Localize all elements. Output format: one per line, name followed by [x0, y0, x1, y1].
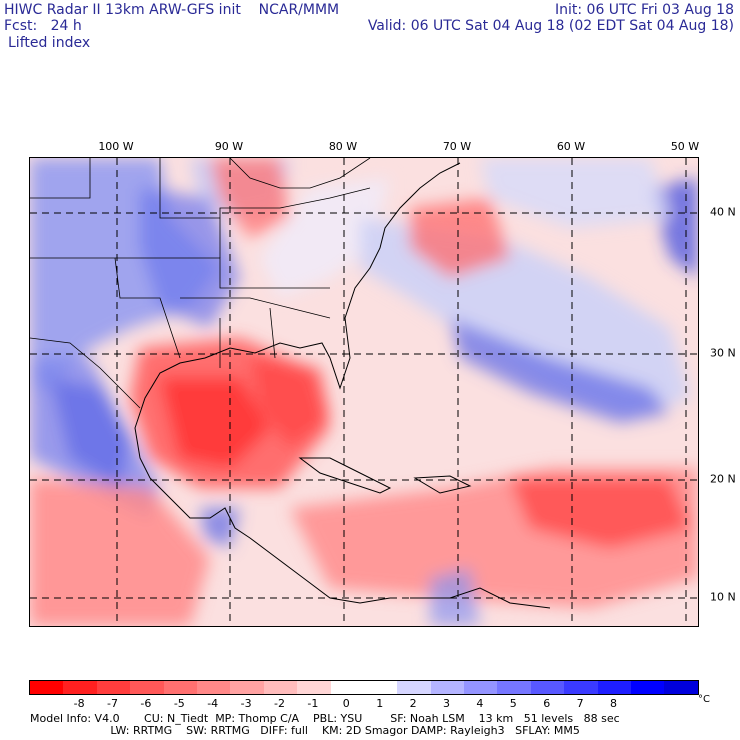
header-title: HIWC Radar II 13km ARW-GFS init NCAR/MMM — [4, 2, 340, 18]
colorbar-cell — [664, 681, 698, 694]
coastlines — [134, 162, 551, 609]
header-forecast-hour: Fcst: 24 h — [4, 18, 82, 34]
colorbar — [29, 680, 699, 695]
lon-label: 60 W — [556, 140, 586, 153]
lon-label: 90 W — [214, 140, 244, 153]
colorbar-tick-label: -8 — [73, 697, 85, 710]
colorbar-cell — [530, 681, 565, 694]
colorbar-tick-label: -6 — [140, 697, 152, 710]
colorbar-cell — [263, 681, 298, 694]
colorbar-tick-label: 0 — [342, 697, 350, 710]
colorbar-tick-label: 2 — [409, 697, 417, 710]
colorbar-tick-label: 5 — [509, 697, 517, 710]
field-name: Lifted index — [8, 35, 91, 51]
colorbar-unit: °C — [698, 694, 710, 705]
lat-label: 10 N — [710, 590, 736, 604]
lifted-index-field — [30, 158, 698, 626]
header-init-time: Init: 06 UTC Fri 03 Aug 18 — [554, 2, 734, 18]
colorbar-tick-label: -4 — [207, 697, 219, 710]
lon-label: 50 W — [670, 140, 700, 153]
colorbar-tick-label: -7 — [107, 697, 118, 710]
lon-label: 70 W — [442, 140, 472, 153]
model-info-line2: LW: RRTMG SW: RRTMG DIFF: full KM: 2D Sm… — [30, 724, 580, 737]
colorbar-cell — [130, 681, 164, 694]
colorbar-tick-label: 7 — [576, 697, 584, 710]
colorbar-cell — [631, 681, 665, 694]
colorbar-cell — [497, 681, 531, 694]
map-canvas — [30, 158, 698, 626]
lon-label: 80 W — [328, 140, 358, 153]
colorbar-tick-label: -2 — [274, 697, 285, 710]
lat-label: 40 N — [710, 205, 736, 219]
header-valid-time: Valid: 06 UTC Sat 04 Aug 18 (02 EDT Sat … — [367, 18, 734, 34]
colorbar-cell — [330, 681, 364, 694]
colorbar-cell — [230, 681, 264, 694]
colorbar-tick-label: -1 — [307, 697, 319, 710]
colorbar-cell — [163, 681, 197, 694]
model-info-line1: Model Info: V4.0 CU: N_Tiedt MP: Thomp C… — [30, 712, 620, 725]
colorbar-cell — [464, 681, 498, 694]
colorbar-cell — [430, 681, 465, 694]
colorbar-cell — [30, 681, 64, 694]
colorbar-cell — [63, 681, 97, 694]
colorbar-cell — [96, 681, 131, 694]
colorbar-tick-label: 6 — [543, 697, 551, 710]
colorbar-tick-label: -3 — [240, 697, 252, 710]
lat-label: 30 N — [710, 346, 736, 360]
lifted-index-map — [29, 157, 699, 627]
political-borders — [30, 158, 371, 409]
lat-label: 20 N — [710, 472, 736, 486]
colorbar-cell — [363, 681, 398, 694]
colorbar-tick-label: -5 — [173, 697, 185, 710]
colorbar-cell — [297, 681, 331, 694]
colorbar-tick-label: 1 — [376, 697, 384, 710]
colorbar-cell — [397, 681, 431, 694]
colorbar-cell — [564, 681, 598, 694]
graticule — [30, 158, 698, 626]
colorbar-cell — [597, 681, 632, 694]
lon-label: 100 W — [98, 140, 134, 153]
colorbar-tick-label: 4 — [476, 697, 484, 710]
colorbar-tick-label: 3 — [443, 697, 450, 710]
colorbar-tick-label: 8 — [610, 697, 617, 710]
colorbar-cell — [196, 681, 231, 694]
